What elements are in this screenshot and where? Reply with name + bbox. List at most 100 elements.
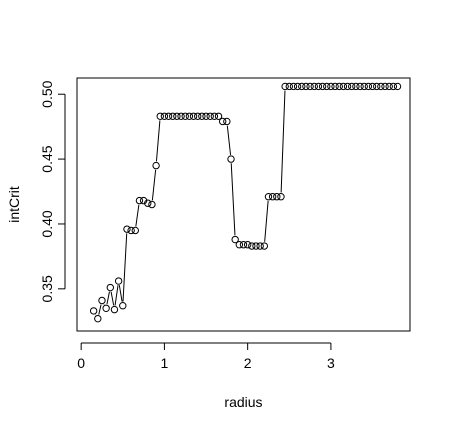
data-point: [260, 242, 269, 250]
data-point: [302, 82, 310, 91]
data-point: [285, 82, 293, 91]
data-point: [102, 304, 110, 312]
data-point: [169, 112, 177, 120]
series-segment: [151, 169, 157, 201]
data-point: [352, 82, 360, 91]
data-point: [373, 82, 381, 91]
data-point: [323, 82, 331, 91]
data-point: [160, 112, 169, 120]
data-point: [243, 241, 252, 249]
data-point: [94, 314, 102, 323]
data-point: [119, 302, 127, 310]
data-point: [202, 112, 210, 120]
data-point: [114, 277, 123, 285]
data-point: [185, 112, 194, 120]
data-point: [389, 82, 398, 91]
data-point: [144, 199, 152, 207]
data-point: [181, 112, 189, 120]
data-point: [248, 242, 256, 250]
x-axis-label: radius: [224, 394, 262, 410]
y-tick-label: 0.45: [39, 145, 55, 172]
x-tick-label: 3: [327, 355, 335, 371]
data-point: [327, 82, 335, 91]
data-point: [385, 82, 393, 91]
series-segment: [135, 204, 140, 227]
data-point: [331, 82, 339, 91]
data-point: [293, 82, 302, 91]
series-segment: [280, 90, 286, 193]
data-point: [131, 226, 139, 235]
data-point: [239, 241, 248, 249]
data-point: [364, 82, 373, 91]
data-point: [152, 161, 160, 170]
y-tick-label: 0.40: [39, 210, 55, 237]
data-point: [98, 296, 106, 305]
data-point: [252, 242, 260, 250]
data-point: [306, 82, 314, 91]
data-point: [135, 196, 144, 205]
data-point: [360, 82, 368, 91]
data-point: [198, 112, 206, 120]
series-segment: [114, 285, 119, 306]
data-point: [377, 82, 385, 91]
data-point: [314, 82, 323, 91]
series-segment: [264, 200, 269, 242]
data-point: [264, 193, 273, 201]
data-point: [231, 235, 239, 244]
x-axis: 0 1 2 3: [77, 342, 335, 371]
data-point: [127, 226, 135, 235]
data-point: [381, 82, 389, 91]
data-point: [123, 225, 131, 233]
data-point: [194, 112, 202, 120]
data-point: [177, 112, 185, 120]
y-tick-label: 0.35: [39, 275, 55, 302]
data-point: [310, 82, 318, 91]
series-segment: [118, 285, 123, 302]
x-tick-label: 0: [77, 355, 85, 371]
data-point: [227, 155, 235, 163]
y-tick-label: 0.50: [39, 80, 55, 107]
series-segment: [106, 291, 110, 305]
data-point: [298, 82, 306, 91]
data-point: [281, 82, 289, 91]
data-point: [356, 82, 364, 91]
data-point: [256, 242, 264, 250]
data-point: [268, 193, 277, 201]
data-point: [110, 305, 119, 314]
data-point: [368, 82, 377, 91]
data-point: [223, 117, 231, 126]
x-tick-label: 2: [244, 355, 252, 371]
y-axis: 0.35 0.40 0.45 0.50: [39, 80, 66, 302]
data-point: [273, 193, 281, 201]
data-point: [343, 82, 352, 91]
data-point: [339, 82, 348, 91]
y-axis-label: intCrit: [6, 186, 22, 223]
series-segment: [122, 233, 128, 302]
data-point: [173, 112, 181, 120]
data-point: [393, 82, 402, 91]
data-point: [235, 241, 244, 249]
series-segment: [155, 120, 161, 162]
data-point: [348, 82, 356, 91]
series-segment: [98, 304, 102, 315]
series-layer: [89, 82, 402, 323]
series-segment: [110, 291, 115, 306]
data-point: [277, 193, 285, 201]
data-point: [289, 82, 298, 91]
series-segment: [226, 125, 232, 155]
data-point: [148, 200, 156, 209]
data-point: [206, 112, 214, 120]
data-point: [106, 283, 115, 292]
data-point: [218, 117, 227, 126]
data-point: [318, 82, 327, 91]
data-point: [189, 112, 198, 120]
data-point: [214, 112, 223, 120]
series-segment: [230, 163, 236, 236]
data-point: [335, 82, 343, 91]
data-point: [156, 112, 164, 120]
data-point: [210, 112, 219, 120]
x-tick-label: 1: [161, 355, 169, 371]
data-point: [89, 307, 98, 315]
plot-frame: [76, 77, 411, 332]
